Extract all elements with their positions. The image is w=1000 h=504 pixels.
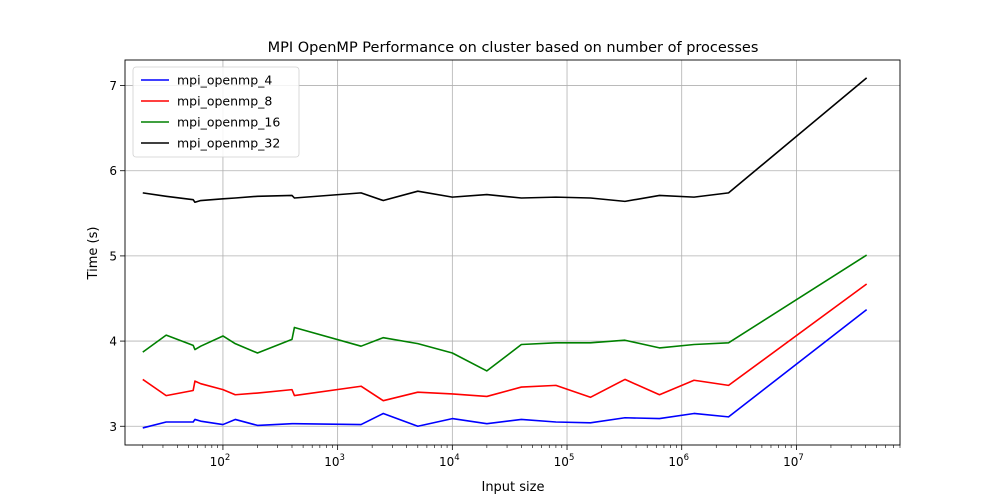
x-tick-label: 102 — [210, 453, 231, 469]
legend-label-mpi_openmp_4: mpi_openmp_4 — [177, 73, 272, 88]
series-line-mpi_openmp_8 — [142, 283, 868, 402]
x-tick-label: 105 — [554, 453, 575, 469]
x-axis-label: Input size — [481, 480, 544, 495]
legend-label-mpi_openmp_16: mpi_openmp_16 — [177, 115, 280, 130]
series-line-mpi_openmp_4 — [142, 308, 868, 429]
series-lines — [142, 77, 868, 429]
grid-lines — [125, 60, 900, 445]
series-line-mpi_openmp_32 — [142, 77, 868, 204]
x-tick-label: 103 — [324, 453, 345, 469]
axes: 102 103 104 105 106 107 3 4 5 6 7 — [109, 59, 901, 469]
y-tick-label: 7 — [109, 79, 117, 93]
legend-label-mpi_openmp_32: mpi_openmp_32 — [177, 136, 280, 151]
legend-label-mpi_openmp_8: mpi_openmp_8 — [177, 94, 272, 109]
x-tick-label: 106 — [668, 453, 689, 469]
legend-box — [132, 66, 300, 158]
y-axis-label: Time (s) — [86, 227, 101, 281]
y-tick-label: 4 — [109, 335, 117, 349]
plot-frame — [124, 59, 901, 446]
legend: mpi_openmp_4 mpi_openmp_8 mpi_openmp_16mpi… — [132, 66, 300, 158]
y-tick-label: 6 — [109, 164, 117, 178]
x-tick-label: 107 — [783, 453, 804, 469]
y-tick-label: 3 — [109, 420, 117, 434]
y-tick-label: 5 — [109, 249, 117, 263]
series-line-mpi_openmp_16 — [142, 254, 868, 372]
chart-title: MPI OpenMP Performance on cluster based … — [268, 40, 759, 56]
x-tick-label: 104 — [439, 453, 460, 469]
